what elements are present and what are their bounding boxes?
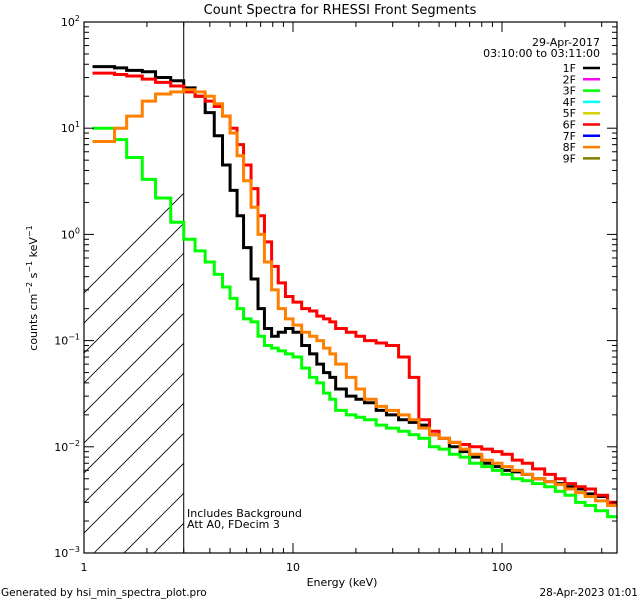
hatch-line [93,462,184,553]
y-tick-label: 10−2 [54,439,80,454]
footer-timestamp: 28-Apr-2023 01:01 [539,587,638,599]
series-3F [92,126,617,519]
hatch-line [123,492,184,553]
legend-date: 29-Apr-2017 [532,36,600,49]
x-tick-label: 10 [286,561,300,574]
legend-label: 6F [563,119,576,132]
hatch-line [84,402,184,504]
legend-time-range: 03:10:00 to 03:11:00 [483,47,600,60]
y-axis-label: counts cm−2 s−1 keV−1 [25,225,40,350]
series-layer [92,65,617,519]
hatch-line [354,0,640,593]
hatch-line [84,342,184,444]
hatch-line [84,282,184,384]
hatch-line [234,0,640,593]
y-tick-label: 101 [61,120,80,135]
hatch-line [264,0,640,593]
footer-generated-by: Generated by hsi_min_spectra_plot.pro [1,587,207,599]
legend-label: 8F [563,141,576,154]
x-axis-label: Energy (keV) [307,576,378,589]
hatch-line [84,222,184,324]
legend-label: 2F [563,73,576,86]
hatch-line [84,252,184,354]
x-tick-label: 100 [492,561,513,574]
series-8F [92,88,617,508]
annotation-attenuator: Att A0, FDecim 3 [187,518,280,531]
series-6F [92,71,617,504]
legend-label: 1F [563,62,576,75]
x-tick-label: 1 [81,561,88,574]
plot-frame [83,21,618,554]
series-1F [92,65,617,504]
hatch-line [384,0,640,593]
legend-label: 3F [563,85,576,98]
hatch-line [84,312,184,414]
y-tick-label: 10−1 [54,333,80,348]
y-tick-label: 102 [61,14,80,29]
legend-label: 7F [563,130,576,143]
annotation-background: Includes Background [187,507,302,520]
x-tick-labels: 1 10 100 [81,561,513,574]
hatch-line [624,0,640,593]
legend-label: 4F [563,96,576,109]
legend-label: 9F [563,152,576,165]
y-tick-label: 100 [61,226,80,241]
y-tick-label: 10−3 [54,545,80,560]
hatch-line [84,432,184,534]
y-tick-labels: 102 101 100 10−1 10−2 10−3 [54,14,80,560]
legend-label: 5F [563,107,576,120]
axes [83,21,618,554]
chart-title: Count Spectra for RHESSI Front Segments [204,3,477,18]
